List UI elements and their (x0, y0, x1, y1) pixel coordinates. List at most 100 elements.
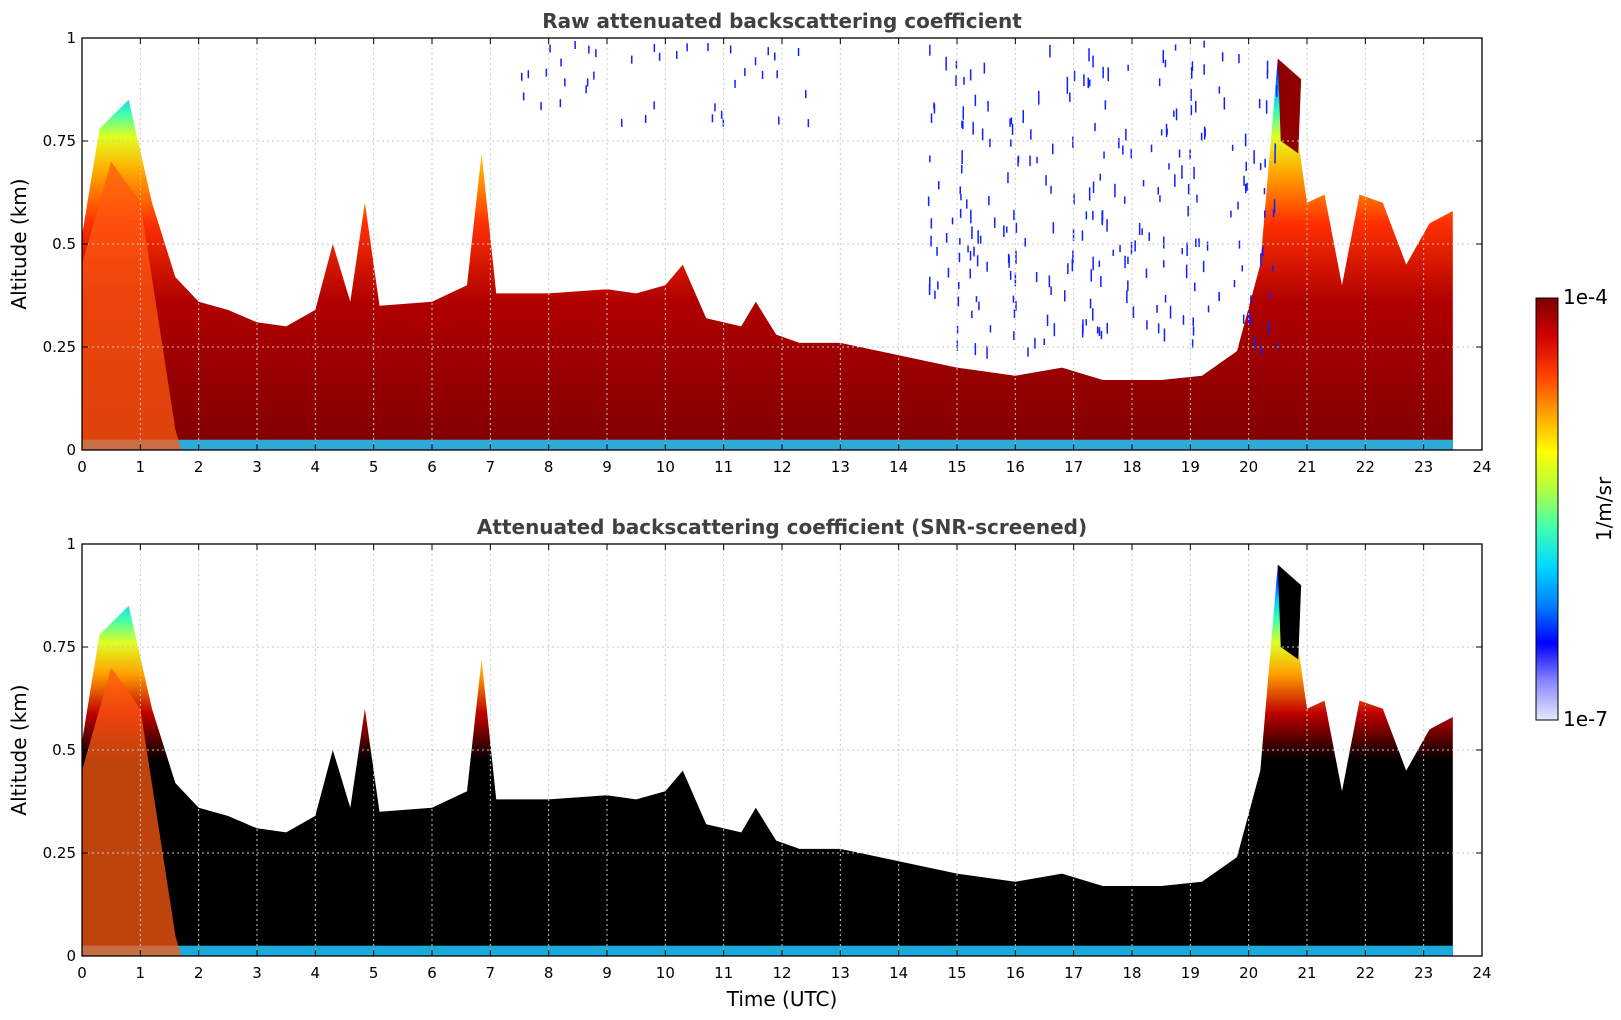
noise-speckle (1249, 317, 1251, 325)
x-tick-label: 22 (1356, 964, 1375, 982)
x-tick-label: 11 (714, 964, 733, 982)
noise-speckle (1221, 52, 1224, 62)
noise-speckle (722, 118, 725, 127)
noise-speckle (714, 103, 716, 112)
noise-speckle (1050, 286, 1052, 296)
noise-speckle (961, 120, 963, 128)
x-tick-label: 0 (77, 458, 87, 476)
noise-speckle (987, 101, 989, 112)
noise-speckle (1203, 126, 1206, 140)
noise-speckle (1169, 305, 1172, 319)
noise-speckle (981, 128, 984, 141)
noise-speckle (1191, 61, 1194, 71)
noise-speckle (1101, 210, 1104, 221)
x-tick-label: 6 (427, 458, 437, 476)
noise-speckle (1268, 321, 1270, 335)
noise-speckle (711, 114, 714, 123)
panel-raw: Raw attenuated backscattering coefficien… (7, 9, 1492, 476)
colorbar-max-label: 1e-4 (1563, 285, 1608, 309)
noise-speckle (1126, 290, 1128, 304)
noise-speckle (967, 245, 969, 253)
morning-plume (82, 667, 182, 956)
noise-speckle (959, 186, 961, 195)
noise-speckle (1036, 156, 1038, 164)
noise-speckle (958, 252, 961, 263)
noise-speckle (956, 325, 959, 334)
noise-speckle (1262, 246, 1264, 257)
noise-speckle (1092, 55, 1094, 68)
noise-speckle (1181, 248, 1183, 255)
noise-speckle (1253, 150, 1255, 164)
y-tick-label: 0 (66, 441, 76, 459)
noise-speckle (1010, 139, 1012, 147)
noise-speckle (930, 235, 932, 247)
noise-speckle (1146, 320, 1148, 330)
noise-speckle (1207, 305, 1210, 313)
noise-speckle (1200, 132, 1203, 141)
noise-speckle (1185, 264, 1188, 279)
noise-speckle (1098, 260, 1101, 267)
noise-speckle (527, 70, 530, 79)
noise-speckle (963, 77, 965, 85)
x-tick-label: 3 (252, 964, 262, 982)
noise-speckle (1191, 67, 1193, 79)
noise-speckle (1182, 315, 1185, 325)
noise-speckle (1006, 226, 1008, 233)
noise-speckle (1083, 74, 1085, 87)
x-tick-label: 15 (947, 458, 966, 476)
noise-speckle (1132, 306, 1135, 318)
noise-speckle (1246, 182, 1248, 191)
noise-speckle (1274, 143, 1276, 151)
noise-speckle (1223, 97, 1226, 110)
noise-speckle (1231, 144, 1234, 151)
noise-speckle (1029, 155, 1031, 166)
x-tick-label: 19 (1181, 964, 1200, 982)
noise-speckle (955, 60, 958, 69)
morning-plume (82, 161, 182, 450)
noise-speckle (1195, 238, 1197, 247)
noise-speckle (971, 310, 973, 319)
noise-speckle (774, 52, 776, 61)
noise-speckle (1190, 88, 1192, 101)
x-tick-label: 4 (311, 964, 321, 982)
noise-speckle (1272, 265, 1274, 272)
noise-speckle (1272, 209, 1275, 218)
noise-speckle (1007, 253, 1010, 263)
x-tick-label: 16 (1006, 964, 1025, 982)
noise-speckle (979, 235, 982, 244)
noise-speckle (1085, 319, 1087, 326)
x-tick-label: 11 (714, 458, 733, 476)
panel-screened-title: Attenuated backscattering coefficient (S… (477, 515, 1087, 539)
noise-speckle (1258, 99, 1261, 109)
x-tick-label: 7 (486, 964, 496, 982)
noise-speckle (1013, 331, 1015, 341)
noise-speckle (1107, 67, 1109, 82)
panel-raw-grid (82, 38, 1482, 450)
y-tick-label: 0.5 (52, 235, 76, 253)
x-tick-label: 24 (1472, 458, 1491, 476)
noise-speckle (960, 194, 962, 201)
noise-speckle (1198, 238, 1200, 248)
noise-speckle (1081, 230, 1084, 241)
noise-speckle (1168, 163, 1170, 170)
noise-speckle (955, 75, 957, 87)
noise-speckle (1087, 77, 1089, 89)
noise-speckle (1098, 327, 1101, 337)
noise-speckle (929, 155, 931, 163)
noise-speckle (989, 138, 991, 148)
noise-speckle (1106, 322, 1108, 334)
noise-speckle (1122, 145, 1124, 155)
noise-speckle (1102, 66, 1104, 79)
noise-speckle (1072, 250, 1074, 264)
x-tick-label: 19 (1181, 458, 1200, 476)
noise-speckle (1277, 342, 1279, 349)
noise-speckle (1159, 195, 1161, 202)
noise-speckle (945, 233, 948, 243)
noise-speckle (1245, 161, 1247, 171)
noise-speckle (805, 90, 807, 99)
noise-speckle (1124, 255, 1126, 269)
noise-speckle (957, 296, 960, 307)
noise-speckle (1069, 92, 1071, 102)
x-tick-label: 21 (1297, 964, 1316, 982)
